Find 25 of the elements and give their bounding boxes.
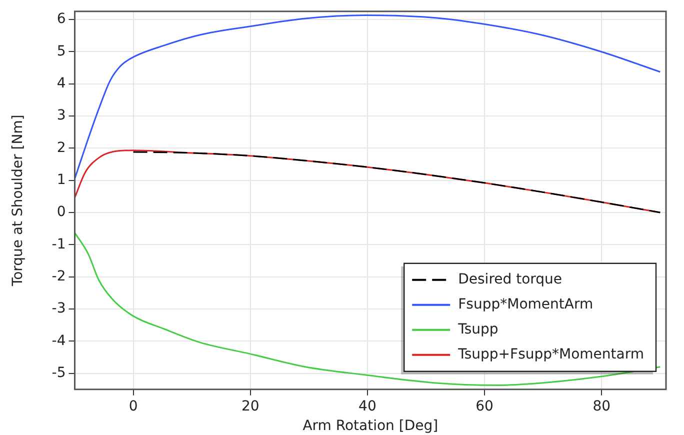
y-tick-label: 3	[56, 108, 66, 124]
y-tick-label: 4	[56, 75, 66, 92]
line-series	[74, 14, 661, 180]
x-tick-label: 60	[476, 398, 494, 414]
y-axis-title: Torque at Shoulder [Nm]	[10, 114, 26, 288]
y-tick-label: 2	[56, 140, 66, 156]
x-tick-label: 20	[241, 398, 260, 414]
y-tick-label: -5	[52, 364, 66, 381]
legend-label: Desired torque	[458, 272, 562, 288]
legend-label: Tsupp	[457, 322, 498, 338]
legend-label: Fsupp*MomentArm	[458, 296, 594, 313]
y-tick-label: 0	[56, 204, 66, 220]
line-series	[74, 232, 661, 386]
y-tick-label: 6	[56, 11, 66, 28]
x-tick-label: 80	[592, 398, 611, 414]
y-tick-label: -4	[52, 332, 66, 349]
y-tick-label: 5	[56, 43, 66, 60]
y-tick-label: 1	[56, 172, 66, 188]
legend-label: Tsupp+Fsupp*Momentarm	[457, 346, 644, 363]
y-tick-label: -1	[52, 236, 66, 252]
x-axis-title: Arm Rotation [Deg]	[302, 418, 438, 434]
x-tick-label: 0	[128, 398, 138, 414]
x-tick-label: 40	[358, 398, 376, 414]
y-tick-label: -2	[52, 268, 66, 284]
y-tick-label: -3	[52, 300, 66, 317]
